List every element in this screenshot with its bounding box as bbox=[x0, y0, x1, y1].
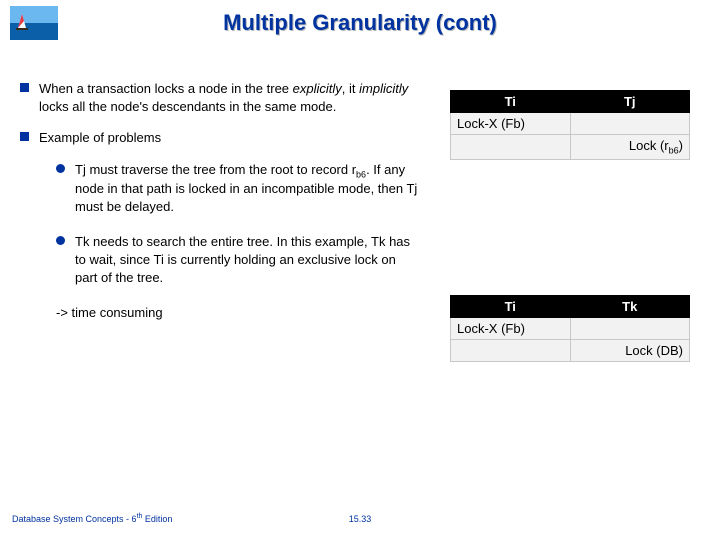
t1-header-ti: Ti bbox=[451, 91, 571, 113]
round-bullet-icon bbox=[56, 164, 65, 173]
t1-header-tj: Tj bbox=[570, 91, 690, 113]
t1-r2c2-sub: b6 bbox=[669, 146, 679, 156]
t1-r2c2-post: ) bbox=[679, 138, 683, 153]
s1-pre: Tj must traverse the tree from the root … bbox=[75, 162, 356, 177]
t2-header-tk: Tk bbox=[570, 296, 690, 318]
sub-item-2-text: Tk needs to search the entire tree. In t… bbox=[75, 233, 420, 286]
sub-item-1-text: Tj must traverse the tree from the root … bbox=[75, 161, 420, 216]
footer-left-post: Edition bbox=[142, 514, 172, 524]
footer-left: Database System Concepts - 6th Edition bbox=[12, 513, 172, 524]
t2-r1c1: Lock-X (Fb) bbox=[451, 318, 571, 340]
b1-pre: When a transaction locks a node in the t… bbox=[39, 81, 293, 96]
t1-r2c1 bbox=[451, 135, 571, 160]
b1-em2: implicitly bbox=[359, 81, 408, 96]
time-consuming: -> time consuming bbox=[56, 304, 420, 322]
t2-r2c1 bbox=[451, 340, 571, 362]
bullet-2: Example of problems bbox=[20, 129, 420, 147]
square-bullet-icon bbox=[20, 83, 29, 92]
slide-title: Multiple Granularity (cont) bbox=[0, 10, 720, 36]
square-bullet-icon bbox=[20, 132, 29, 141]
lock-table-1: Ti Tj Lock-X (Fb) Lock (rb6) bbox=[450, 90, 690, 160]
t1-r2c2-pre: Lock (r bbox=[629, 138, 669, 153]
t2-r2c2: Lock (DB) bbox=[570, 340, 690, 362]
sub-item-1: Tj must traverse the tree from the root … bbox=[56, 161, 420, 216]
t1-r2c2: Lock (rb6) bbox=[570, 135, 690, 160]
t1-r1c1: Lock-X (Fb) bbox=[451, 113, 571, 135]
b1-post: locks all the node's descendants in the … bbox=[39, 99, 336, 114]
sub-list: Tj must traverse the tree from the root … bbox=[56, 161, 420, 286]
s1-sub: b6 bbox=[356, 169, 366, 179]
b1-em1: explicitly bbox=[293, 81, 342, 96]
content-area: When a transaction locks a node in the t… bbox=[20, 80, 420, 322]
footer-center: 15.33 bbox=[349, 514, 372, 524]
t1-r1c2 bbox=[570, 113, 690, 135]
bullet-2-text: Example of problems bbox=[39, 129, 161, 147]
t2-header-ti: Ti bbox=[451, 296, 571, 318]
sub-item-2: Tk needs to search the entire tree. In t… bbox=[56, 233, 420, 286]
t2-r1c2 bbox=[570, 318, 690, 340]
round-bullet-icon bbox=[56, 236, 65, 245]
lock-table-2: Ti Tk Lock-X (Fb) Lock (DB) bbox=[450, 295, 690, 362]
footer-left-pre: Database System Concepts - 6 bbox=[12, 514, 137, 524]
bullet-1: When a transaction locks a node in the t… bbox=[20, 80, 420, 115]
bullet-1-text: When a transaction locks a node in the t… bbox=[39, 80, 420, 115]
b1-mid: , it bbox=[342, 81, 359, 96]
